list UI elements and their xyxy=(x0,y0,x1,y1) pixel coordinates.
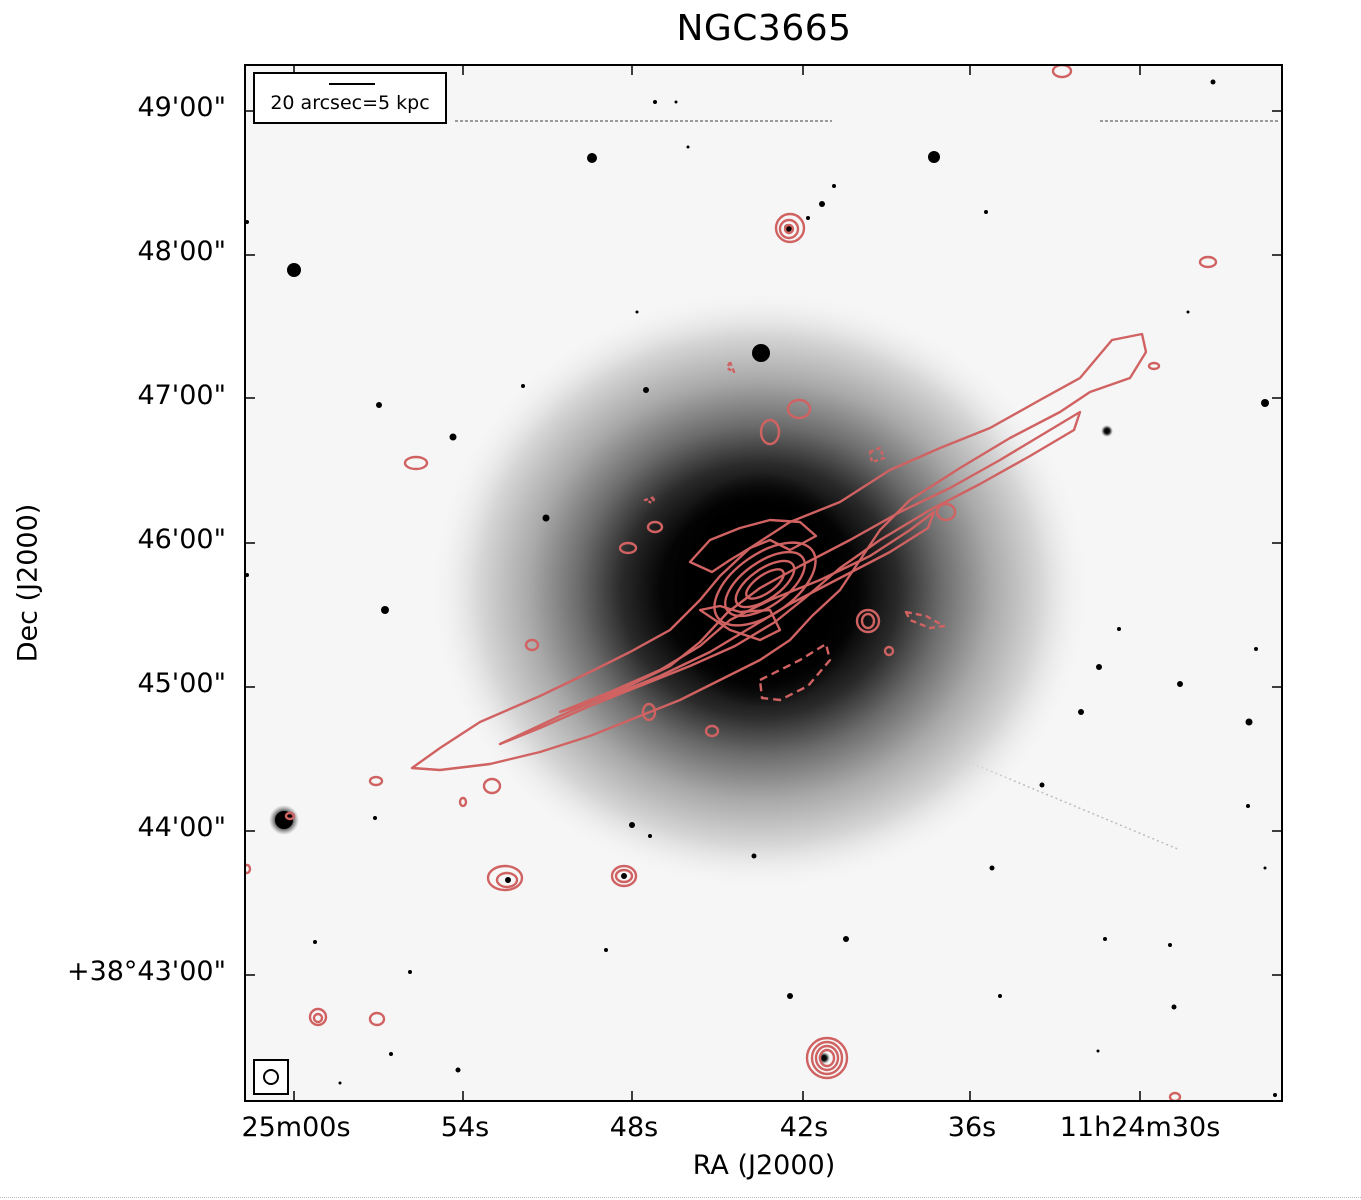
scale-bar-box: 20 arcsec=5 kpc xyxy=(253,72,447,124)
y-tick-label: 48'00" xyxy=(137,236,226,267)
y-axis-label: Dec (J2000) xyxy=(12,503,44,663)
scale-bar-label: 20 arcsec=5 kpc xyxy=(270,92,430,114)
y-tick-label: 44'00" xyxy=(137,812,226,843)
y-tick-label: 45'00" xyxy=(137,668,226,699)
x-tick-label: 48s xyxy=(609,1112,659,1143)
y-tick-label: 47'00" xyxy=(137,380,226,411)
y-ticks xyxy=(245,110,1282,976)
scale-bar xyxy=(329,83,375,85)
y-tick-label: 49'00" xyxy=(137,92,226,123)
y-tick-label: +38°43'00" xyxy=(66,956,226,987)
x-ticks xyxy=(293,65,1141,1101)
x-tick-label: 42s xyxy=(779,1112,829,1143)
stars xyxy=(245,79,1277,1097)
x-tick-label: 36s xyxy=(947,1112,997,1143)
radio-contours xyxy=(245,65,1218,1101)
bottom-divider xyxy=(0,1197,1361,1198)
x-tick-label: 11h24m30s xyxy=(1059,1112,1221,1143)
y-tick-label: 46'00" xyxy=(137,524,226,555)
plot-title: NGC3665 xyxy=(676,8,852,49)
beam-ellipse-icon xyxy=(263,1069,279,1085)
x-tick-label: 25m00s xyxy=(241,1112,351,1143)
x-axis-label: RA (J2000) xyxy=(692,1150,836,1181)
x-tick-label: 54s xyxy=(440,1112,490,1143)
beam-marker-box xyxy=(253,1059,289,1095)
image-frame xyxy=(244,64,1283,1102)
galaxy-core xyxy=(662,472,862,708)
